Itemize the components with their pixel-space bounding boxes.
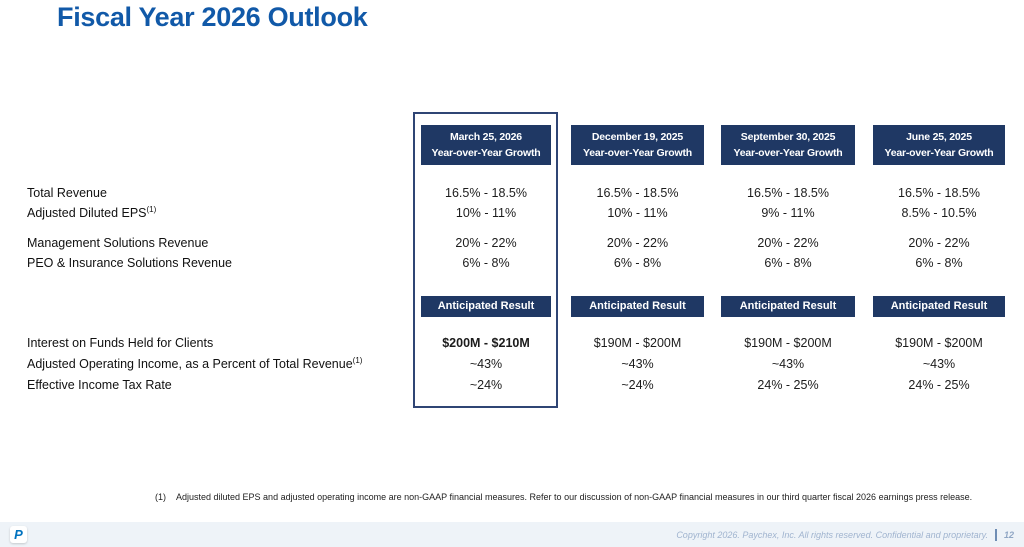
column-header-subtitle: Year-over-Year Growth xyxy=(733,147,843,159)
page-number: 12 xyxy=(1003,529,1014,540)
footnote-marker: (1) xyxy=(155,492,166,502)
copyright-text: Copyright 2026. Paychex, Inc. All rights… xyxy=(676,529,988,540)
cell-interest-on-funds: $190M - $200M xyxy=(593,336,682,350)
cell-adjusted-operating-income: ~43% xyxy=(621,357,654,371)
cell-interest-on-funds: $190M - $200M xyxy=(744,336,832,350)
row-label-text: Total Revenue xyxy=(27,186,107,200)
column-header-subtitle: Year-over-Year Growth xyxy=(431,147,541,159)
cell-total-revenue: 16.5% - 18.5% xyxy=(596,186,679,200)
column-header-date: September 30, 2025 xyxy=(740,131,836,143)
anticipated-result-banner: Anticipated Result xyxy=(421,296,551,317)
cell-adjusted-operating-income: ~43% xyxy=(922,357,956,371)
column-december-19-2025: December 19, 2025 Year-over-Year Growth … xyxy=(571,0,704,410)
footer-divider xyxy=(994,528,997,541)
cell-adjusted-diluted-eps: 8.5% - 10.5% xyxy=(901,206,977,220)
cell-total-revenue: 16.5% - 18.5% xyxy=(747,186,829,200)
column-header: September 30, 2025 Year-over-Year Growth xyxy=(721,125,855,165)
footer-right: Copyright 2026. Paychex, Inc. All rights… xyxy=(676,528,1014,541)
row-label-management-solutions-revenue: Management Solutions Revenue xyxy=(27,236,208,251)
row-label-total-revenue: Total Revenue xyxy=(27,186,107,201)
cell-management-solutions-revenue: 20% - 22% xyxy=(757,236,819,250)
anticipated-result-banner: Anticipated Result xyxy=(571,296,704,317)
column-march-25-2026: March 25, 2026 Year-over-Year Growth 16.… xyxy=(421,0,551,410)
column-header-subtitle: Year-over-Year Growth xyxy=(884,147,994,159)
row-label-peo-insurance-solutions-revenue: PEO & Insurance Solutions Revenue xyxy=(27,256,232,271)
page-title: Fiscal Year 2026 Outlook xyxy=(57,2,368,32)
cell-effective-income-tax-rate: 24% - 25% xyxy=(908,378,970,392)
cell-interest-on-funds: $190M - $200M xyxy=(895,336,983,350)
anticipated-result-banner: Anticipated Result xyxy=(721,296,855,317)
cell-peo-insurance-revenue: 6% - 8% xyxy=(613,256,662,270)
footnote-ref: (1) xyxy=(146,204,157,214)
cell-effective-income-tax-rate: ~24% xyxy=(621,378,654,392)
paychex-logo: P xyxy=(10,526,27,543)
column-header: December 19, 2025 Year-over-Year Growth xyxy=(571,125,704,165)
cell-effective-income-tax-rate: 24% - 25% xyxy=(757,378,819,392)
column-header: June 25, 2025 Year-over-Year Growth xyxy=(873,125,1005,165)
cell-management-solutions-revenue: 20% - 22% xyxy=(455,236,517,250)
cell-adjusted-diluted-eps: 10% - 11% xyxy=(607,206,668,220)
row-label-effective-income-tax-rate: Effective Income Tax Rate xyxy=(27,378,172,393)
cell-peo-insurance-revenue: 6% - 8% xyxy=(764,256,812,270)
column-header-date: March 25, 2026 xyxy=(450,131,522,143)
column-june-25-2025: June 25, 2025 Year-over-Year Growth 16.5… xyxy=(873,0,1005,410)
cell-adjusted-diluted-eps: 9% - 11% xyxy=(761,206,815,220)
row-label-text: PEO & Insurance Solutions Revenue xyxy=(27,256,232,270)
footnote-text: Adjusted diluted EPS and adjusted operat… xyxy=(176,492,973,502)
cell-management-solutions-revenue: 20% - 22% xyxy=(606,236,669,250)
column-header-date: December 19, 2025 xyxy=(591,131,684,143)
column-header-date: June 25, 2025 xyxy=(906,131,972,143)
column-header: March 25, 2026 Year-over-Year Growth xyxy=(421,125,551,165)
row-label-text: Effective Income Tax Rate xyxy=(27,378,172,392)
column-september-30-2025: September 30, 2025 Year-over-Year Growth… xyxy=(721,0,855,410)
row-label-adjusted-diluted-eps: Adjusted Diluted EPS(1) xyxy=(27,204,157,221)
footer-bar: P Copyright 2026. Paychex, Inc. All righ… xyxy=(0,522,1024,547)
row-label-interest-on-funds: Interest on Funds Held for Clients xyxy=(27,336,213,351)
cell-adjusted-diluted-eps: 10% - 11% xyxy=(455,206,517,220)
paychex-logo-letter: P xyxy=(14,527,23,542)
row-label-text: Adjusted Operating Income, as a Percent … xyxy=(27,357,353,371)
cell-peo-insurance-revenue: 6% - 8% xyxy=(462,256,510,270)
column-header-subtitle: Year-over-Year Growth xyxy=(582,147,692,159)
cell-adjusted-operating-income: ~43% xyxy=(469,357,503,371)
row-label-adjusted-operating-income: Adjusted Operating Income, as a Percent … xyxy=(27,355,363,372)
anticipated-result-banner: Anticipated Result xyxy=(873,296,1005,317)
row-label-text: Adjusted Diluted EPS xyxy=(27,206,147,220)
cell-total-revenue: 16.5% - 18.5% xyxy=(898,186,980,200)
cell-effective-income-tax-rate: ~24% xyxy=(469,378,503,392)
cell-total-revenue: 16.5% - 18.5% xyxy=(445,186,527,200)
footnote: (1) Adjusted diluted EPS and adjusted ope… xyxy=(155,492,972,502)
row-label-text: Interest on Funds Held for Clients xyxy=(27,336,214,350)
cell-adjusted-operating-income: ~43% xyxy=(771,357,805,371)
highlighted-column-box xyxy=(413,112,558,408)
cell-peo-insurance-revenue: 6% - 8% xyxy=(915,256,963,270)
row-label-text: Management Solutions Revenue xyxy=(27,236,209,250)
cell-interest-on-funds: $200M - $210M xyxy=(442,336,530,350)
cell-management-solutions-revenue: 20% - 22% xyxy=(908,236,970,250)
footnote-ref: (1) xyxy=(352,355,363,365)
